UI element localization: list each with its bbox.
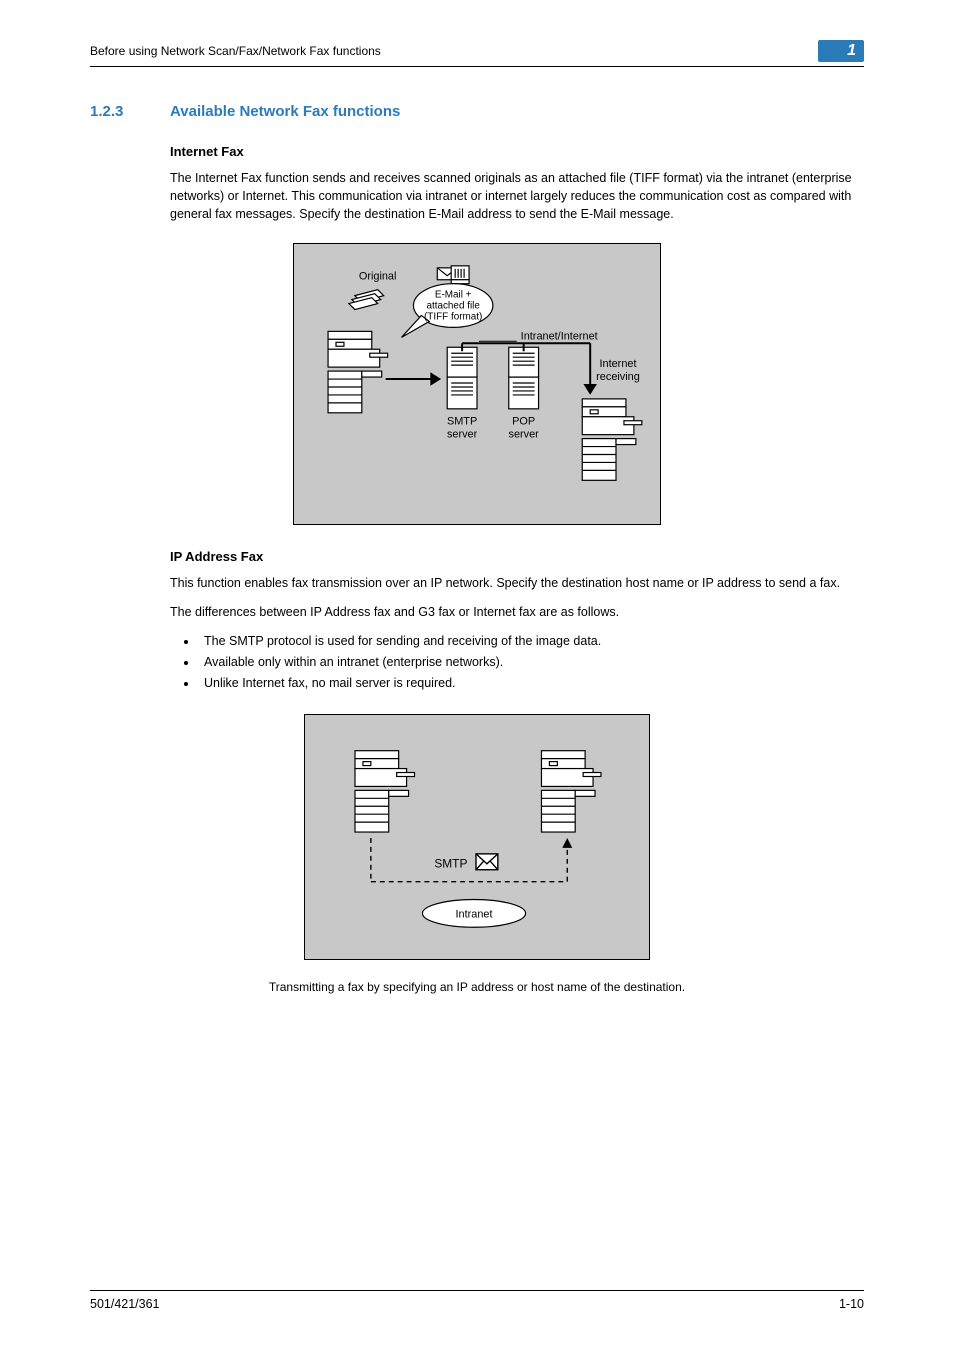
ip-fax-caption: Transmitting a fax by specifying an IP a… — [90, 980, 864, 994]
smtp-label-2: server — [447, 429, 478, 441]
ip-fax-paragraph-1: This function enables fax transmission o… — [170, 574, 864, 592]
ip-fax-bullet: Unlike Internet fax, no mail server is r… — [198, 673, 864, 694]
footer-model: 501/421/361 — [90, 1297, 839, 1311]
ip-fax-bullet: The SMTP protocol is used for sending an… — [198, 631, 864, 652]
section-number: 1.2.3 — [90, 103, 170, 120]
envelope-icon — [476, 854, 498, 870]
ip-fax-heading: IP Address Fax — [170, 549, 864, 564]
section-heading: 1.2.3 Available Network Fax functions — [90, 103, 864, 120]
pop-server-icon — [509, 348, 539, 410]
ip-fax-bullets: The SMTP protocol is used for sending an… — [170, 631, 864, 695]
ip-fax-diagram: SMTP Intranet — [304, 714, 650, 960]
attached-label-2: attached file — [426, 301, 480, 312]
internet-fax-paragraph: The Internet Fax function sends and rece… — [170, 169, 864, 223]
page-header: Before using Network Scan/Fax/Network Fa… — [90, 40, 864, 67]
attached-label-3: (TIFF format) — [424, 312, 482, 323]
original-label: Original — [359, 271, 397, 283]
running-title: Before using Network Scan/Fax/Network Fa… — [90, 44, 818, 58]
intranet-label: Intranet — [456, 909, 493, 921]
ip-fax-bullet: Available only within an intranet (enter… — [198, 652, 864, 673]
page-footer: 501/421/361 1-10 — [90, 1290, 864, 1311]
internet-fax-heading: Internet Fax — [170, 144, 864, 159]
section-title: Available Network Fax functions — [170, 103, 400, 120]
smtp-label-1: SMTP — [447, 416, 477, 428]
intranet-label: Intranet/Internet — [521, 331, 598, 343]
smtp-label: SMTP — [434, 857, 467, 871]
pop-label-1: POP — [512, 416, 535, 428]
footer-page-number: 1-10 — [839, 1297, 864, 1311]
chapter-badge: 1 — [818, 40, 864, 62]
attached-label-1: E-Mail + — [435, 290, 472, 301]
receiving-label-1: Internet — [600, 358, 637, 370]
smtp-server-icon — [447, 348, 477, 410]
ip-fax-paragraph-2: The differences between IP Address fax a… — [170, 603, 864, 621]
internet-fax-diagram: Original E-Mail + attached file (TIFF fo… — [293, 243, 661, 525]
receiving-label-2: receiving — [596, 371, 640, 383]
pop-label-2: server — [509, 429, 540, 441]
page: Before using Network Scan/Fax/Network Fa… — [0, 0, 954, 1351]
